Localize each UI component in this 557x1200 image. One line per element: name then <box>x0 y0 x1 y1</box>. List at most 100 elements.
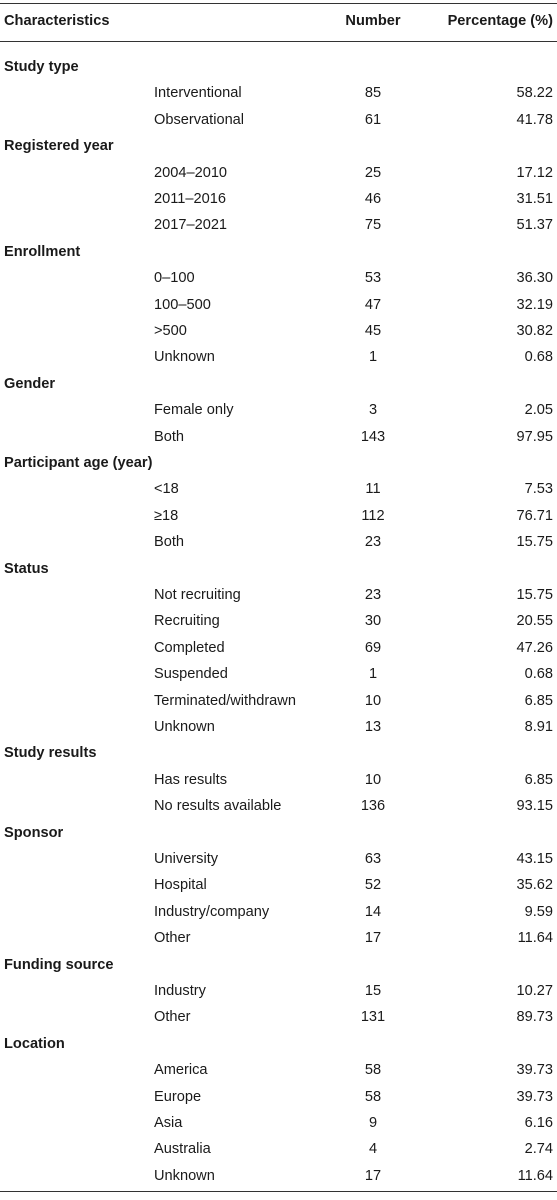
row-label: Both <box>154 428 185 445</box>
row-percentage: 6.85 <box>524 771 553 788</box>
row-percentage: 17.12 <box>516 164 553 181</box>
row-number: 14 <box>364 903 382 920</box>
header-row: Characteristics Number Percentage (%) <box>0 8 557 34</box>
row-percentage: 58.22 <box>516 85 553 102</box>
table-row: Both 143 97.95 <box>0 424 557 450</box>
row-percentage: 32.19 <box>516 296 553 313</box>
row-number: 52 <box>364 877 382 894</box>
group-title: Location <box>4 1035 65 1052</box>
row-number: 46 <box>364 191 382 207</box>
table-row: Unknown 17 11.64 <box>0 1163 557 1189</box>
table-row: Hospital 52 35.62 <box>0 872 557 898</box>
table-row: Interventional 85 58.22 <box>0 80 557 106</box>
group-header-row: Funding source <box>0 952 557 978</box>
group-header-row: Enrollment <box>0 239 557 265</box>
row-label: Asia <box>154 1115 183 1131</box>
row-label: Suspended <box>154 666 228 683</box>
row-percentage: 39.73 <box>516 1088 553 1105</box>
table-row: Unknown 1 0.68 <box>0 344 557 370</box>
row-percentage: 11.64 <box>517 1167 553 1184</box>
group-title: Gender <box>4 375 56 392</box>
row-percentage: 93.15 <box>516 798 553 815</box>
table-row: 2004–2010 25 17.12 <box>0 160 557 186</box>
table-row: 0–100 53 36.30 <box>0 265 557 291</box>
row-percentage: 31.51 <box>516 191 553 207</box>
row-label: Australia <box>154 1141 211 1158</box>
row-label: Unknown <box>154 349 215 366</box>
row-label: 2004–2010 <box>154 164 228 181</box>
table-row: 100–500 47 32.19 <box>0 292 557 318</box>
table-row: Other 17 11.64 <box>0 925 557 951</box>
row-number: 17 <box>364 930 382 947</box>
row-number: 53 <box>364 270 382 287</box>
row-percentage: 97.95 <box>516 428 553 445</box>
row-label: Interventional <box>154 85 242 102</box>
row-number: 58 <box>364 1088 382 1105</box>
group-header-row: Sponsor <box>0 820 557 846</box>
group-title: Enrollment <box>4 243 81 260</box>
row-percentage: 8.91 <box>524 719 553 735</box>
row-label: Has results <box>154 771 227 788</box>
table-row: ≥18 112 76.71 <box>0 503 557 529</box>
row-number: 9 <box>368 1115 378 1131</box>
row-number: 25 <box>364 164 382 181</box>
bottom-rule <box>0 1191 557 1193</box>
group-title: Status <box>4 560 49 577</box>
table-row: Has results 10 6.85 <box>0 767 557 793</box>
row-label: >500 <box>154 323 187 339</box>
row-percentage: 11.64 <box>517 930 553 947</box>
row-number: 10 <box>364 771 382 788</box>
row-percentage: 6.85 <box>524 692 553 709</box>
group-header-row: Status <box>0 556 557 582</box>
table-row: Terminated/withdrawn 10 6.85 <box>0 688 557 714</box>
table-row: Asia 9 6.16 <box>0 1110 557 1136</box>
header-percentage: Percentage (%) <box>447 13 553 29</box>
row-label: University <box>154 851 219 867</box>
table-row: Not recruiting 23 15.75 <box>0 582 557 608</box>
row-percentage: 2.05 <box>524 402 553 419</box>
row-percentage: 0.68 <box>524 666 553 683</box>
header-rule <box>0 41 557 42</box>
row-percentage: 15.75 <box>516 587 553 603</box>
row-label: Other <box>154 1009 191 1026</box>
row-number: 23 <box>364 534 382 551</box>
group-title: Funding source <box>4 956 114 973</box>
row-number: 47 <box>364 296 382 313</box>
row-percentage: 89.73 <box>516 1009 553 1026</box>
row-number: 58 <box>364 1062 382 1079</box>
row-label: Both <box>154 534 185 551</box>
row-label: Other <box>154 930 191 947</box>
group-title: Study results <box>4 745 97 762</box>
table-row: Completed 69 47.26 <box>0 635 557 661</box>
row-number: 143 <box>360 428 386 445</box>
row-number: 13 <box>364 719 382 735</box>
row-number: 4 <box>368 1141 378 1158</box>
group-header-row: Study results <box>0 740 557 766</box>
row-percentage: 0.68 <box>524 349 553 366</box>
row-percentage: 7.53 <box>524 481 553 498</box>
group-header-row: Participant age (year) <box>0 450 557 476</box>
table-row: Both 23 15.75 <box>0 529 557 555</box>
table-row: No results available 136 93.15 <box>0 793 557 819</box>
row-number: 1 <box>368 349 378 366</box>
row-label: Europe <box>154 1088 202 1105</box>
row-number: 3 <box>368 402 378 419</box>
row-number: 30 <box>364 613 382 630</box>
group-header-row: Study type <box>0 54 557 80</box>
row-percentage: 36.30 <box>516 270 553 287</box>
row-percentage: 9.59 <box>524 903 553 920</box>
row-number: 10 <box>364 692 382 709</box>
row-label: ≥18 <box>154 507 179 524</box>
row-percentage: 41.78 <box>516 111 553 128</box>
row-percentage: 30.82 <box>516 323 553 339</box>
row-label: 0–100 <box>154 270 195 287</box>
row-number: 23 <box>364 587 382 603</box>
table-row: Europe 58 39.73 <box>0 1084 557 1110</box>
row-number: 75 <box>364 217 382 234</box>
row-percentage: 10.27 <box>516 983 553 999</box>
table-row: 2011–2016 46 31.51 <box>0 186 557 212</box>
row-label: Hospital <box>154 877 207 894</box>
row-label: Observational <box>154 111 245 128</box>
row-label: Industry <box>154 983 206 999</box>
row-percentage: 35.62 <box>516 877 553 894</box>
